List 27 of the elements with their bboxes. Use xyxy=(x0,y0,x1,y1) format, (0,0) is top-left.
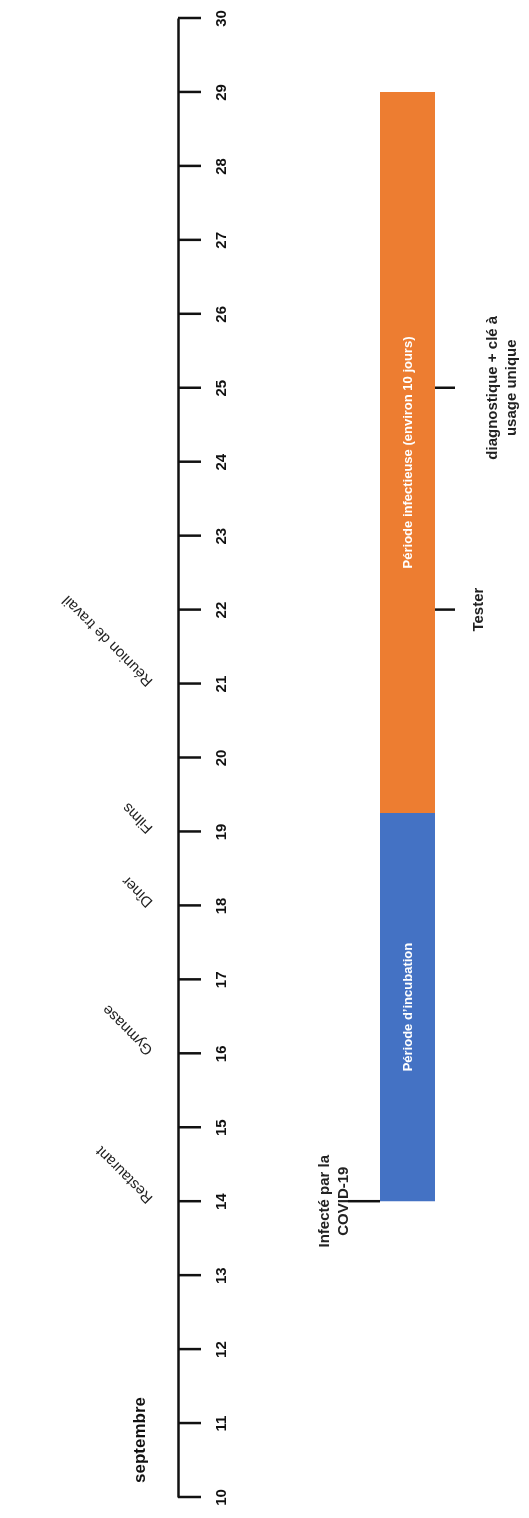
y-tick-label: 27 xyxy=(211,232,229,249)
series-label: Période d’incubation xyxy=(399,942,415,1072)
y-tick-label: 18 xyxy=(211,897,229,915)
y-tick-label: 13 xyxy=(211,1267,229,1284)
y-tick-label: 14 xyxy=(211,1192,229,1211)
y-tick-label: 22 xyxy=(211,601,229,619)
y-tick-label: 15 xyxy=(211,1119,229,1137)
y-tick-label: 21 xyxy=(211,675,229,693)
y-tick-label: 11 xyxy=(211,1415,229,1432)
y-axis-title: septembre xyxy=(130,1397,149,1483)
y-tick-label: 25 xyxy=(211,379,229,397)
y-tick-label: 10 xyxy=(211,1489,229,1506)
y-tick-label: 12 xyxy=(211,1341,229,1358)
y-tick-label: 28 xyxy=(211,158,229,175)
y-tick-label: 30 xyxy=(211,10,229,27)
y-tick-label: 26 xyxy=(211,305,229,323)
y-tick-label: 29 xyxy=(211,84,229,101)
y-tick-label: 23 xyxy=(211,527,229,545)
ref-line-label: Infecté par la COVID-19 xyxy=(315,1154,351,1248)
y-tick-label: 17 xyxy=(211,971,229,989)
y-tick-label: 16 xyxy=(211,1045,229,1063)
ref-line-label: Tester xyxy=(469,587,486,632)
ref-line-label: diagnostique + clé à usage unique xyxy=(483,315,519,460)
y-tick-label: 24 xyxy=(211,453,229,471)
y-tick-label: 19 xyxy=(211,823,229,841)
series-label: Période infectieuse (environ 10 jours) xyxy=(399,336,415,569)
y-tick-label: 20 xyxy=(211,749,229,767)
